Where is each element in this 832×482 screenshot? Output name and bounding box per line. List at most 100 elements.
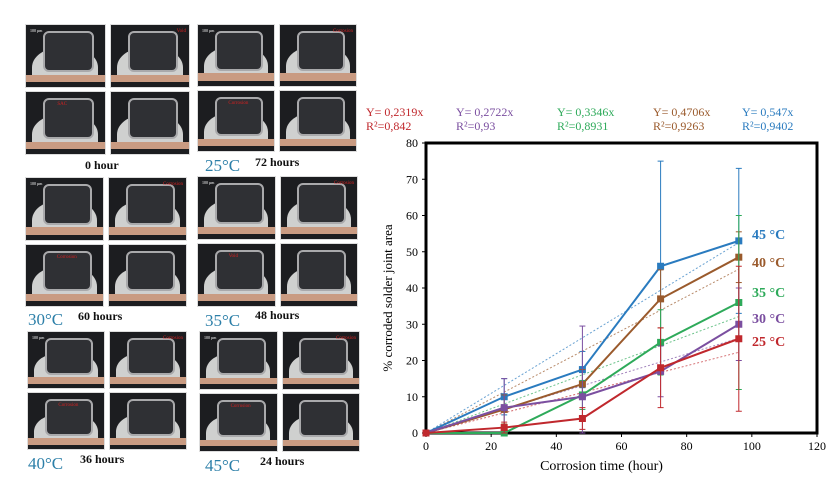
micrograph-tile: Corrosion — [281, 331, 360, 390]
y-tick-label: 20 — [406, 354, 418, 368]
component-chip — [43, 98, 94, 140]
copper-pad — [198, 138, 274, 147]
temperature-label: 40°C — [28, 454, 64, 473]
micrograph-tile: 100 µm — [197, 176, 276, 240]
y-tick-label: 10 — [406, 390, 418, 404]
copper-pad — [110, 74, 189, 83]
data-point — [500, 424, 508, 432]
y-tick-label: 0 — [412, 426, 418, 440]
copper-pad — [110, 141, 189, 150]
micrograph-tile: Corrosion — [109, 331, 187, 389]
component-chip — [44, 337, 94, 375]
micrograph-tile: Corrosion — [25, 243, 104, 307]
equation-4: Y= 0,547x R²=0,9402 — [742, 105, 793, 133]
equation-0: Y= 0,2319x R²=0,842 — [366, 105, 423, 133]
copper-pad — [26, 293, 103, 302]
copper-pad — [26, 227, 103, 235]
series-label: 30 °C — [752, 312, 785, 327]
y-axis-label: % corroded solder joint area — [380, 224, 395, 372]
component-chip — [216, 399, 266, 438]
scale-bar: 100 µm — [32, 335, 45, 340]
annotation-label: SAC — [57, 102, 68, 107]
x-tick-label: 40 — [550, 439, 562, 453]
scale-bar: 100 µm — [202, 180, 215, 185]
micrograph-tile: Void — [109, 24, 190, 88]
scale-bar: 100 µm — [30, 181, 43, 186]
data-point — [657, 364, 665, 372]
temperature-label: 25°C — [205, 156, 241, 175]
copper-pad — [26, 74, 105, 83]
micrograph-tile — [281, 393, 360, 452]
micrograph-tile — [279, 89, 357, 152]
r-squared-text: R²=0,8931 — [557, 119, 609, 133]
equation-text: Y= 0,3346x — [557, 105, 615, 119]
annotation-label: Corrosion — [230, 404, 251, 409]
component-chip — [296, 96, 346, 137]
copper-pad — [109, 293, 186, 302]
equation-text: Y= 0,4706x — [653, 105, 711, 119]
copper-pad — [26, 141, 105, 150]
r-squared-text: R²=0,9263 — [653, 119, 705, 133]
equation-2: Y= 0,3346x R²=0,8931 — [557, 105, 614, 133]
copper-pad — [280, 138, 356, 147]
series-label: 40 °C — [752, 256, 785, 271]
component-chip — [43, 31, 94, 73]
equation-text: Y= 0,2319x — [366, 105, 424, 119]
annotation-label: Corrosion — [163, 182, 183, 187]
trendline — [425, 337, 739, 434]
time-label: 24 hours — [260, 454, 305, 468]
annotation-label: Corrosion — [333, 29, 353, 34]
time-label: 72 hours — [255, 155, 300, 169]
component-chip — [126, 337, 176, 375]
component-chip — [299, 399, 349, 438]
time-label: 60 hours — [78, 309, 123, 323]
micrograph-tile: Corrosion — [199, 393, 278, 452]
copper-pad — [28, 437, 104, 445]
temperature-label: 35°C — [205, 311, 241, 330]
series-label: 25 °C — [752, 335, 785, 350]
copper-pad — [110, 437, 186, 445]
time-label: 0 hour — [85, 158, 119, 172]
micrograph-tile: SAC — [25, 91, 106, 155]
copper-pad — [198, 73, 274, 81]
r-squared-text: R²=0,9402 — [742, 119, 794, 133]
annotation-label: Corrosion — [163, 336, 183, 341]
copper-pad — [200, 439, 277, 447]
component-chip — [214, 96, 264, 137]
micrograph-tile: 100 µm — [25, 24, 106, 88]
x-tick-label: 100 — [743, 439, 761, 453]
component-chip — [216, 337, 266, 376]
scale-bar: 100 µm — [30, 28, 43, 33]
component-chip — [126, 398, 176, 436]
x-tick-label: 60 — [616, 439, 628, 453]
data-point — [578, 415, 586, 422]
micrograph-tile: Corrosion — [197, 89, 275, 152]
data-point — [657, 262, 665, 270]
x-tick-label: 80 — [681, 439, 693, 453]
annotation-label: Corrosion — [56, 254, 77, 260]
time-label: 36 hours — [80, 452, 125, 466]
component-chip — [297, 183, 347, 225]
micrograph-tile: Corrosion — [27, 392, 105, 450]
component-chip — [127, 31, 179, 73]
copper-pad — [28, 376, 104, 384]
annotation-label: Corrosion — [334, 181, 354, 186]
component-chip — [42, 250, 93, 292]
micrograph-tile — [109, 392, 187, 450]
time-label: 48 hours — [255, 308, 300, 322]
micrograph-tile — [109, 91, 190, 155]
data-point — [735, 335, 743, 343]
temperature-label: 30°C — [28, 310, 64, 329]
micrograph-tile: Corrosion — [108, 177, 187, 241]
micrograph-tile: Corrosion — [279, 176, 358, 240]
component-chip — [127, 98, 179, 140]
scale-bar: 100 µm — [204, 335, 217, 340]
scale-bar: 100 µm — [202, 28, 215, 33]
micrograph-tile — [108, 243, 187, 307]
micrograph-tile — [279, 243, 358, 307]
component-chip — [297, 250, 347, 292]
copper-pad — [282, 377, 359, 385]
y-tick-label: 70 — [406, 172, 418, 186]
copper-pad — [282, 439, 359, 447]
equation-text: Y= 0,547x — [742, 105, 794, 119]
